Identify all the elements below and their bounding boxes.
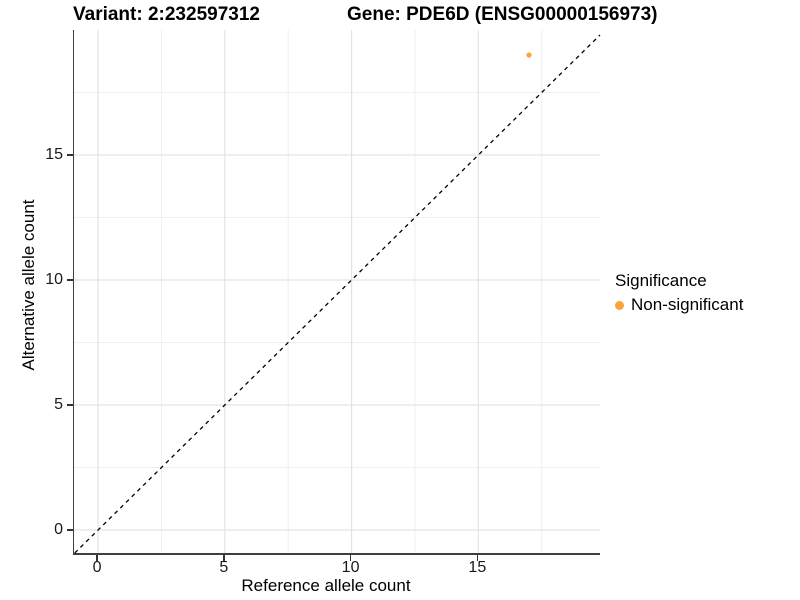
x-tick-mark xyxy=(476,555,479,561)
identity-reference-line xyxy=(74,34,601,554)
y-tick-mark xyxy=(67,154,73,156)
y-tick-mark xyxy=(67,279,73,281)
plot-panel xyxy=(73,30,601,555)
y-tick-label: 0 xyxy=(54,521,63,538)
data-point xyxy=(526,52,532,58)
gene-title: Gene: PDE6D (ENSG00000156973) xyxy=(347,4,658,25)
x-axis-title: Reference allele count xyxy=(241,576,411,595)
x-tick-mark xyxy=(96,555,98,561)
chart-canvas xyxy=(74,30,601,554)
x-tick-label: 10 xyxy=(341,559,360,576)
x-tick-label: 15 xyxy=(468,559,487,576)
x-tick-label: 5 xyxy=(219,559,229,576)
x-tick-mark xyxy=(223,555,225,561)
y-tick-label: 15 xyxy=(45,146,63,163)
legend-point-icon xyxy=(615,300,624,310)
y-axis-title: Alternative allele count xyxy=(19,199,38,371)
legend-item: Non-significant xyxy=(615,295,743,315)
legend-title: Significance xyxy=(615,271,707,290)
x-tick-mark xyxy=(349,555,352,561)
y-tick-label: 5 xyxy=(54,396,63,413)
y-tick-mark xyxy=(67,404,73,406)
y-tick-label: 10 xyxy=(45,271,63,288)
variant-title: Variant: 2:232597312 xyxy=(73,4,260,25)
x-tick-label: 0 xyxy=(92,559,102,576)
legend: Significance Non-significant xyxy=(615,271,743,315)
y-tick-mark xyxy=(67,529,73,531)
legend-item-label: Non-significant xyxy=(631,295,744,314)
